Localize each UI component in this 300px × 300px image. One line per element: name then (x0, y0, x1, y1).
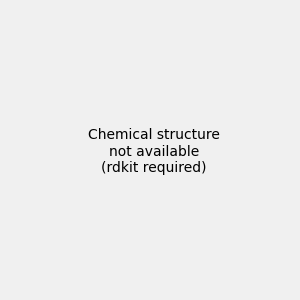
Text: Chemical structure
not available
(rdkit required): Chemical structure not available (rdkit … (88, 128, 220, 175)
